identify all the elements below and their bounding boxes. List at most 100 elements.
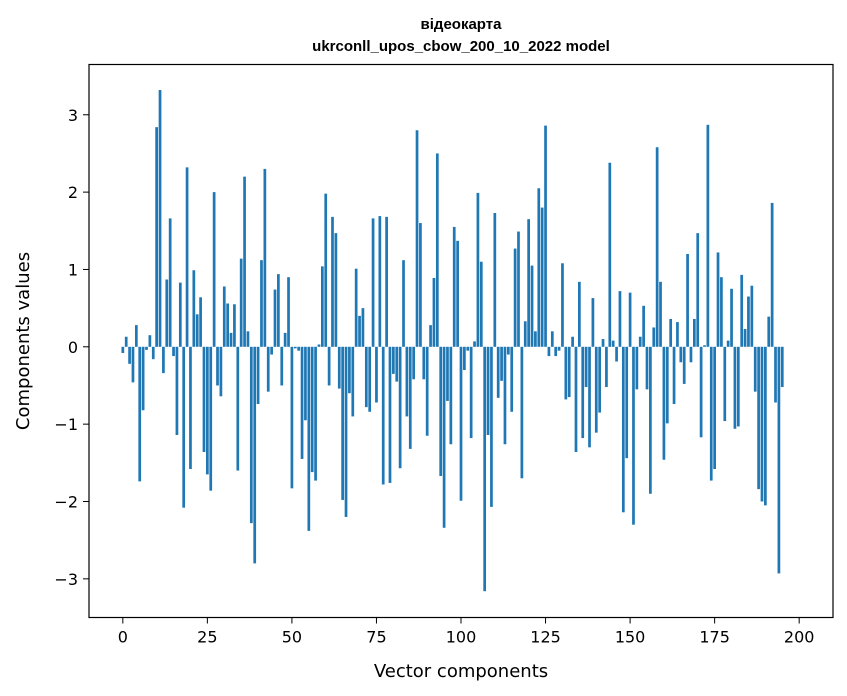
- x-tick-label: 200: [784, 628, 815, 647]
- bar: [574, 346, 578, 452]
- bar: [283, 332, 287, 347]
- bar: [770, 202, 774, 347]
- bar: [405, 346, 409, 417]
- bar: [429, 325, 432, 347]
- bar: [304, 346, 307, 421]
- bar: [676, 322, 679, 347]
- bar: [145, 346, 148, 350]
- bar: [419, 223, 422, 347]
- chart-title-line1: відеокарта: [421, 16, 503, 33]
- bar: [307, 346, 311, 531]
- bar: [628, 292, 632, 347]
- bar: [256, 346, 260, 405]
- bar: [206, 346, 209, 475]
- bar: [621, 346, 625, 513]
- plot-frame: [88, 63, 834, 619]
- bar: [659, 281, 662, 347]
- bar: [720, 277, 723, 347]
- bar: [753, 346, 757, 392]
- bar: [672, 346, 676, 405]
- bar: [327, 346, 331, 386]
- bar: [175, 346, 179, 435]
- bar: [635, 346, 639, 390]
- bar: [216, 346, 219, 386]
- bar: [550, 331, 554, 347]
- bar: [402, 260, 405, 347]
- x-tick-label: 75: [366, 628, 386, 647]
- x-tick-label: 50: [282, 628, 302, 647]
- bar: [665, 346, 669, 424]
- bar: [618, 291, 622, 347]
- bar: [547, 346, 551, 357]
- bar: [209, 346, 213, 491]
- bar: [192, 270, 196, 347]
- bar: [601, 339, 605, 347]
- bar: [317, 344, 321, 347]
- bar: [760, 346, 764, 502]
- bar: [364, 346, 368, 408]
- bar: [649, 346, 652, 494]
- bar: [168, 218, 172, 347]
- bar: [564, 346, 568, 400]
- x-tick-label: 175: [699, 628, 730, 647]
- bar: [540, 207, 544, 347]
- bar: [605, 346, 608, 388]
- bar: [452, 226, 456, 347]
- bar: [395, 346, 399, 382]
- bar: [703, 345, 706, 347]
- bar: [537, 188, 541, 347]
- bar: [246, 331, 250, 347]
- bar: [172, 346, 175, 357]
- bar: [435, 153, 439, 347]
- bar: [747, 296, 750, 347]
- bar: [473, 341, 476, 347]
- bar: [348, 346, 351, 394]
- bar: [466, 346, 470, 351]
- bar: [425, 346, 429, 436]
- bar: [121, 346, 125, 353]
- bar: [611, 340, 615, 347]
- bar: [686, 253, 689, 347]
- bar: [476, 192, 480, 347]
- bar: [324, 193, 328, 347]
- bar: [652, 327, 656, 347]
- bar: [689, 346, 693, 363]
- bar: [287, 277, 290, 347]
- bar: [608, 162, 612, 347]
- bar: [594, 346, 598, 433]
- bar: [134, 325, 138, 347]
- bar: [584, 346, 588, 388]
- chart-title-line2: ukrconll_upos_cbow_200_10_2022 model: [312, 38, 610, 55]
- bar: [351, 346, 355, 417]
- bar: [398, 346, 402, 469]
- bar: [726, 340, 730, 347]
- bar: [368, 346, 372, 412]
- bar: [432, 277, 436, 347]
- bar: [706, 124, 710, 347]
- y-tick-label: 3: [68, 106, 78, 125]
- y-axis-label: Components values: [13, 252, 34, 430]
- bar: [263, 168, 267, 347]
- bar: [270, 346, 273, 355]
- bar: [459, 346, 463, 501]
- bar: [446, 346, 449, 401]
- bar: [178, 282, 182, 347]
- bar: [124, 336, 128, 347]
- bar: [222, 286, 226, 347]
- bar: [716, 252, 720, 347]
- bar: [253, 346, 257, 564]
- bar: [189, 346, 192, 469]
- y-tick-label: −1: [54, 415, 78, 434]
- bar: [290, 346, 294, 489]
- bar: [699, 346, 703, 438]
- bar: [767, 316, 771, 347]
- bar: [544, 125, 547, 347]
- y-tick-label: 0: [68, 338, 78, 357]
- bar: [764, 346, 767, 506]
- bar: [412, 346, 416, 380]
- bar: [354, 268, 358, 347]
- bar: [632, 346, 635, 525]
- bar: [561, 263, 564, 347]
